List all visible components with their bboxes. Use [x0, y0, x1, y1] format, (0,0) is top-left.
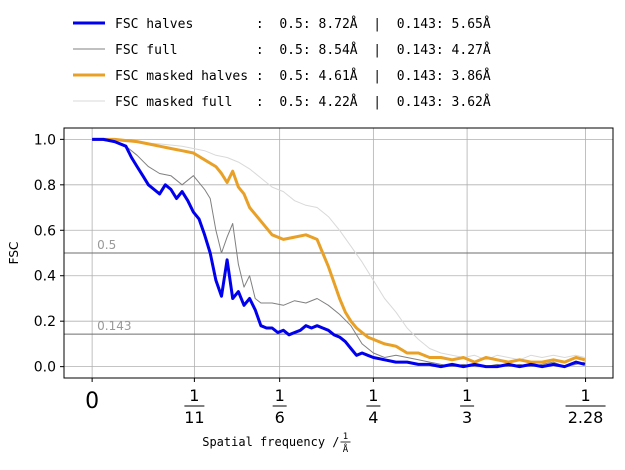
y-tick-label: 1.0 — [34, 132, 56, 148]
threshold-lines: 0.5 0.143 — [64, 238, 613, 335]
series-line-fsc-masked-full — [92, 138, 586, 361]
plot-frame — [63, 127, 614, 379]
series-line-fsc-halves — [92, 137, 586, 369]
legend-entry-text: FSC full : 0.5: 8.54Å | 0.143: 4.27Å — [115, 42, 491, 58]
x-tick-numerator: 1 — [580, 386, 590, 405]
legend-entry-text: FSC masked halves : 0.5: 4.61Å | 0.143: … — [115, 68, 491, 84]
series-lines — [92, 137, 586, 369]
legend-entry-text: FSC halves : 0.5: 8.72Å | 0.143: 5.65Å — [115, 16, 491, 32]
legend: FSC halves : 0.5: 8.72Å | 0.143: 5.65Å FS… — [73, 16, 491, 110]
y-tick-label: 0.4 — [34, 269, 56, 285]
y-tick-label: 0.8 — [34, 178, 56, 194]
threshold-label: 0.143 — [97, 319, 131, 333]
y-tick-label: 0.6 — [34, 223, 56, 239]
x-axis-label-fraction-den: Å — [343, 443, 349, 455]
x-tick-numerator: 1 — [275, 386, 285, 405]
y-axis-label: FSC — [7, 242, 21, 265]
x-axis-label: Spatial frequency / 1Å — [202, 432, 351, 455]
x-axis-label-text: Spatial frequency / — [202, 435, 339, 449]
y-tick-label: 0.2 — [34, 314, 56, 330]
x-axis-label-fraction-num: 1 — [343, 432, 348, 442]
x-tick-denominator: 11 — [184, 408, 204, 427]
x-tick-denominator: 2.28 — [568, 408, 604, 427]
x-tick-denominator: 3 — [462, 408, 472, 427]
x-tick-label: 0 — [85, 389, 99, 414]
x-tick-denominator: 4 — [368, 408, 378, 427]
plot-area: 0.5 0.143 — [63, 127, 614, 379]
series-line-fsc-full — [92, 138, 586, 368]
threshold-label: 0.5 — [97, 238, 116, 252]
series-line-fsc-masked-halves — [92, 137, 586, 364]
x-tick-denominator: 6 — [275, 408, 285, 427]
legend-entry-text: FSC masked full : 0.5: 4.22Å | 0.143: 3.… — [115, 94, 491, 110]
x-tick-numerator: 1 — [189, 386, 199, 405]
x-tick-numerator: 1 — [368, 386, 378, 405]
y-ticks: 0.0 0.2 0.4 0.6 0.8 1.0 — [34, 132, 64, 376]
x-tick-numerator: 1 — [462, 386, 472, 405]
y-tick-label: 0.0 — [34, 360, 56, 376]
